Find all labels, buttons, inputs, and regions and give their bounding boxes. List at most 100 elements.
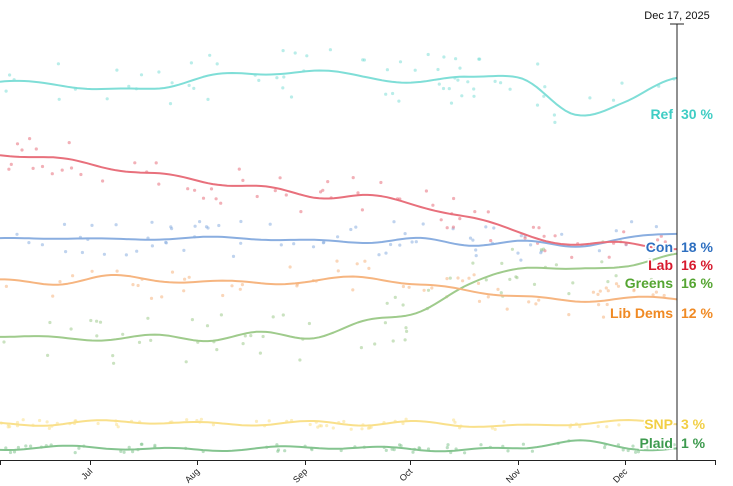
poll-dot-con [268,222,272,226]
poll-dot-con [150,220,154,224]
poll-dot-lab [360,208,364,212]
poll-dot-snp [319,424,323,428]
poll-dot-lib-dems [238,287,242,291]
poll-dot-snp [267,419,271,423]
poll-dot-plaid [4,446,8,450]
series-name-label: Con [646,239,673,255]
poll-dot-ref [456,78,460,82]
poll-dot-ref [535,103,540,107]
poll-dot-lib-dems [651,293,655,297]
poll-dot-greens [190,318,194,322]
poll-dot-greens [359,346,363,350]
poll-dot-ref [436,67,440,72]
poll-dot-ref [206,97,210,101]
poll-dot-con [231,254,236,258]
poll-dot-plaid [283,449,287,453]
poll-dot-lib-dems [662,293,666,298]
poll-dot-greens [635,279,639,283]
poll-dot-con [560,232,564,236]
poll-dot-lab [40,164,45,169]
trend-line-plaid [0,439,678,453]
poll-dot-plaid [122,450,126,454]
trend-line-lab [0,154,678,251]
poll-dot-greens [258,351,262,355]
poll-dot-con [421,222,425,226]
poll-dot-lab [157,182,161,186]
poll-dot-ref [168,102,173,106]
series-name-label: Ref [650,106,673,122]
poll-dot-snp [401,421,405,426]
trend-lines-layer [0,69,678,453]
poll-dot-greens [554,263,559,267]
poll-dot-lib-dems [182,289,186,293]
poll-dot-plaid [398,443,402,447]
x-tick-label: Oct [397,466,414,483]
poll-dot-con [519,258,523,262]
poll-dot-ref [458,66,462,70]
poll-dot-snp [21,418,25,422]
poll-dot-lab [278,176,282,180]
trend-line-con [0,232,678,248]
poll-dot-lib-dems [4,284,8,288]
poll-dot-ref [362,58,366,62]
poll-dot-greens [484,278,488,282]
poll-dot-greens [215,348,219,352]
series-name-label: Plaid [640,435,673,451]
x-tick-label: Aug [183,466,201,484]
poll-dot-lib-dems [367,266,371,270]
poll-dot-lab [656,238,660,242]
poll-dot-ref [466,80,470,84]
poll-dot-snp [502,420,506,424]
poll-dot-lab [439,218,443,222]
poll-dot-greens [532,282,537,286]
poll-dot-lab [79,172,83,177]
poll-dot-lab [570,255,574,259]
poll-dot-plaid [384,448,388,452]
poll-dot-greens [567,292,571,296]
poll-dot-con [349,227,353,232]
poll-dot-lib-dems [596,292,600,296]
poll-dot-greens [69,327,73,331]
poll-dot-lib-dems [131,283,135,287]
poll-dot-lib-dems [623,306,627,310]
poll-dot-plaid [276,449,280,453]
poll-dot-lab [284,193,288,197]
poll-dot-greens [184,360,188,364]
poll-dot-snp [211,423,215,427]
poll-dot-greens [149,338,153,342]
poll-dot-snp [116,425,120,429]
poll-dot-snp [349,427,353,431]
poll-dot-ref [472,87,476,91]
poll-dot-lib-dems [632,287,636,291]
poll-dot-lib-dems [295,284,299,288]
poll-dot-greens [404,326,408,330]
poll-dot-snp [617,423,621,427]
poll-dot-greens [542,247,546,251]
poll-dot-greens [137,340,142,344]
end-labels-layer: Ref 30 % Con 18 % Lab 16 % Greens 16 % Lib Dems 1… [608,105,714,453]
poll-dot-greens [249,334,253,338]
poll-dot-con [392,220,396,224]
poll-dot-lib-dems [221,293,225,298]
poll-dot-greens [271,315,275,319]
poll-dot-greens [426,288,431,292]
poll-dot-lab [9,162,13,166]
poll-dot-lib-dems [591,290,596,294]
poll-dot-con [398,243,402,247]
poll-dot-plaid [646,445,650,449]
poll-dot-ref [499,81,503,85]
poll-dot-lab [523,236,527,240]
poll-dot-greens [219,313,223,317]
poll-dot-plaid [8,450,13,455]
poll-dot-greens [89,318,93,323]
series-value-label: 12 % [681,305,713,321]
poll-dot-lab [237,167,241,171]
poll-dot-lib-dems [170,270,175,274]
poll-dot-lib-dems [115,269,119,273]
poll-dot-greens [121,332,125,336]
poll-dot-snp [316,425,320,429]
poll-dot-ref [611,98,616,102]
poll-dot-ref [552,113,557,117]
poll-dot-ref [187,83,191,87]
